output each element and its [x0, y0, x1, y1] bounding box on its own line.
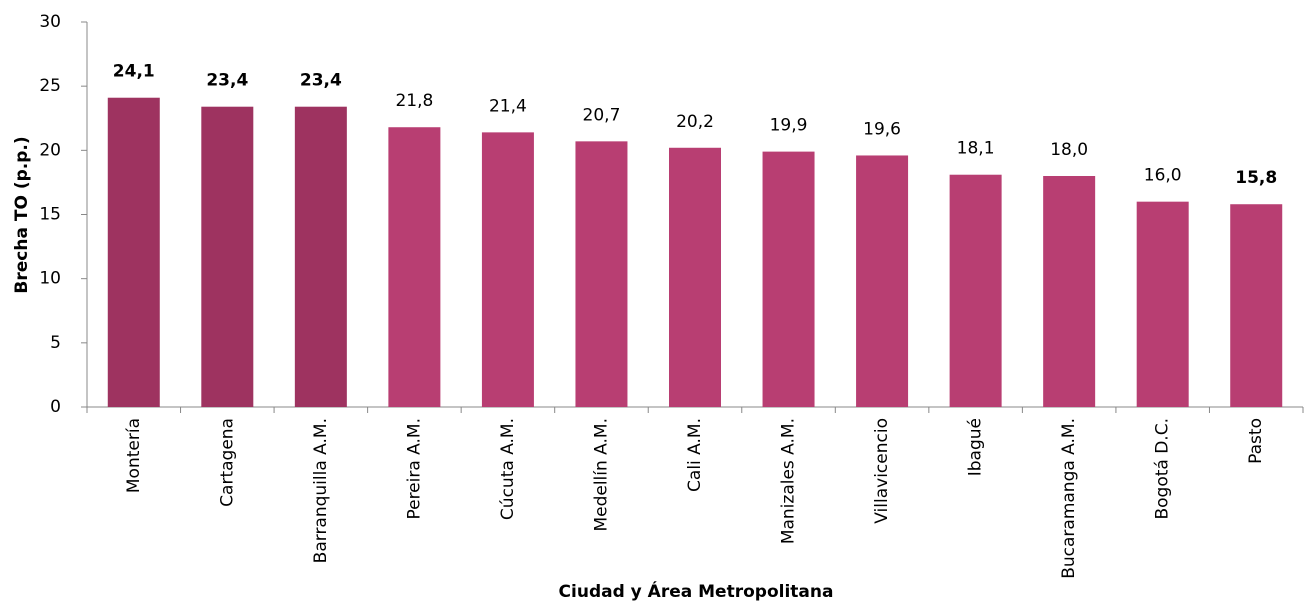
value-label: 20,7: [583, 105, 621, 125]
x-tick-label: Pasto: [1246, 418, 1266, 464]
x-axis-title: Ciudad y Área Metropolitana: [559, 580, 834, 602]
x-tick-label: Bucaramanga A.M.: [1059, 418, 1079, 579]
value-label: 21,4: [489, 96, 527, 116]
value-label: 18,0: [1050, 140, 1088, 160]
bar: [201, 106, 254, 407]
bar: [481, 132, 534, 407]
x-tick-label: Medellín A.M.: [591, 418, 611, 532]
bar: [294, 106, 347, 407]
bar: [1136, 201, 1189, 407]
value-label: 24,1: [113, 62, 155, 82]
x-tick-label: Villavicencio: [872, 418, 892, 524]
x-tick-label: Cúcuta A.M.: [498, 418, 518, 520]
bar: [388, 127, 441, 407]
value-label: 23,4: [206, 71, 248, 91]
bar: [856, 155, 909, 407]
y-tick-label: 30: [39, 12, 61, 32]
y-tick-label: 20: [39, 140, 61, 160]
x-tick-label: Cartagena: [217, 418, 237, 507]
value-label: 20,2: [676, 112, 714, 132]
value-label: 15,8: [1235, 168, 1277, 188]
value-label: 19,9: [770, 116, 808, 136]
x-tick-label: Manizales A.M.: [779, 418, 799, 544]
value-label: 18,1: [957, 139, 995, 159]
x-tick-label: Cali A.M.: [685, 418, 705, 492]
y-tick-label: 15: [39, 205, 61, 225]
y-tick-label: 25: [39, 76, 61, 96]
bar: [669, 147, 721, 407]
y-tick-label: 0: [50, 397, 61, 417]
x-tick-label: Pereira A.M.: [404, 418, 424, 520]
x-tick-label: Ibagué: [966, 418, 986, 476]
value-label: 19,6: [863, 119, 901, 139]
bar: [575, 141, 628, 407]
x-tick-label: Montería: [124, 418, 144, 493]
bar: [949, 174, 1002, 407]
value-label: 21,8: [395, 91, 433, 111]
x-tick-label: Bogotá D.C.: [1153, 418, 1173, 520]
y-axis-title: Brecha TO (p.p.): [12, 136, 32, 293]
bar: [1230, 204, 1283, 407]
bar: [762, 151, 815, 407]
y-tick-label: 10: [39, 269, 61, 289]
bar: [1043, 176, 1096, 407]
x-tick-label: Barranquilla A.M.: [311, 418, 331, 563]
value-label: 23,4: [300, 71, 342, 91]
y-tick-label: 5: [50, 333, 61, 353]
bar: [107, 97, 160, 407]
value-label: 16,0: [1144, 166, 1182, 186]
